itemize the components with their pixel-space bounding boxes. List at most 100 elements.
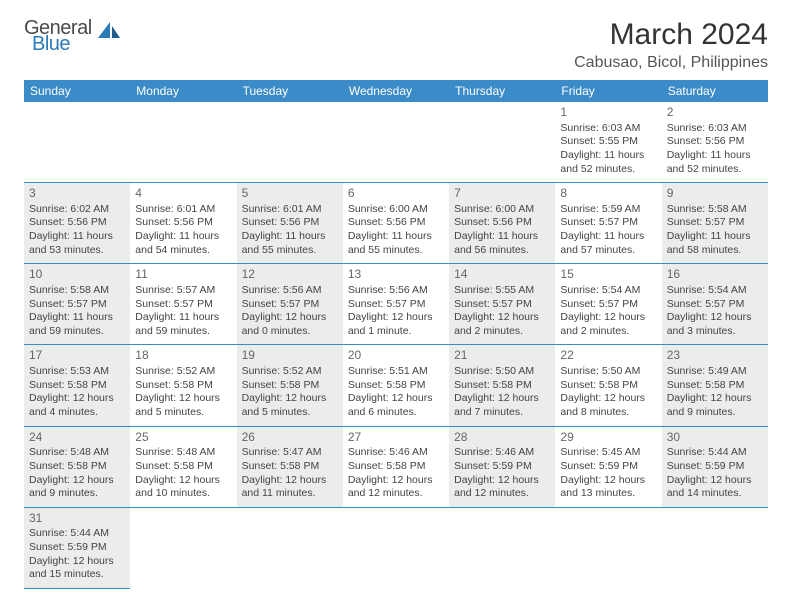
daylight-line: Daylight: 11 hours and 57 minutes. (560, 230, 656, 257)
sunset-line: Sunset: 5:59 PM (454, 460, 550, 474)
weekday-header: Wednesday (343, 80, 449, 102)
calendar-blank-cell (343, 102, 449, 183)
sunrise-line: Sunrise: 5:52 AM (135, 365, 231, 379)
sunrise-line: Sunrise: 6:01 AM (135, 203, 231, 217)
sunrise-line: Sunrise: 5:44 AM (29, 527, 125, 541)
daylight-line: Daylight: 12 hours and 15 minutes. (29, 555, 125, 582)
sunrise-line: Sunrise: 5:52 AM (242, 365, 338, 379)
sunrise-line: Sunrise: 5:55 AM (454, 284, 550, 298)
daylight-line: Daylight: 12 hours and 9 minutes. (29, 474, 125, 501)
daylight-line: Daylight: 12 hours and 10 minutes. (135, 474, 231, 501)
sunrise-line: Sunrise: 5:46 AM (454, 446, 550, 460)
day-number: 18 (135, 348, 231, 364)
calendar-day-cell: 7Sunrise: 6:00 AMSunset: 5:56 PMDaylight… (449, 183, 555, 264)
calendar-day-cell: 25Sunrise: 5:48 AMSunset: 5:58 PMDayligh… (130, 426, 236, 507)
daylight-line: Daylight: 12 hours and 0 minutes. (242, 311, 338, 338)
sunset-line: Sunset: 5:59 PM (29, 541, 125, 555)
calendar-week-row: 1Sunrise: 6:03 AMSunset: 5:55 PMDaylight… (24, 102, 768, 183)
daylight-line: Daylight: 11 hours and 59 minutes. (135, 311, 231, 338)
sunset-line: Sunset: 5:57 PM (667, 298, 763, 312)
sunset-line: Sunset: 5:58 PM (135, 379, 231, 393)
sunset-line: Sunset: 5:58 PM (348, 379, 444, 393)
logo-word-blue: Blue (32, 34, 92, 54)
calendar-blank-cell (449, 507, 555, 588)
sunrise-line: Sunrise: 5:54 AM (560, 284, 656, 298)
calendar-week-row: 24Sunrise: 5:48 AMSunset: 5:58 PMDayligh… (24, 426, 768, 507)
sunrise-line: Sunrise: 5:50 AM (454, 365, 550, 379)
sunrise-line: Sunrise: 5:54 AM (667, 284, 763, 298)
weekday-header: Sunday (24, 80, 130, 102)
calendar-blank-cell (662, 507, 768, 588)
sunrise-line: Sunrise: 6:00 AM (348, 203, 444, 217)
daylight-line: Daylight: 12 hours and 2 minutes. (560, 311, 656, 338)
calendar-day-cell: 24Sunrise: 5:48 AMSunset: 5:58 PMDayligh… (24, 426, 130, 507)
calendar-table: SundayMondayTuesdayWednesdayThursdayFrid… (24, 80, 768, 589)
sunset-line: Sunset: 5:57 PM (560, 298, 656, 312)
sunset-line: Sunset: 5:58 PM (29, 379, 125, 393)
sunrise-line: Sunrise: 5:58 AM (29, 284, 125, 298)
day-number: 14 (454, 267, 550, 283)
calendar-day-cell: 4Sunrise: 6:01 AMSunset: 5:56 PMDaylight… (130, 183, 236, 264)
daylight-line: Daylight: 12 hours and 5 minutes. (242, 392, 338, 419)
calendar-day-cell: 10Sunrise: 5:58 AMSunset: 5:57 PMDayligh… (24, 264, 130, 345)
calendar-day-cell: 20Sunrise: 5:51 AMSunset: 5:58 PMDayligh… (343, 345, 449, 426)
day-number: 17 (29, 348, 125, 364)
daylight-line: Daylight: 12 hours and 14 minutes. (667, 474, 763, 501)
weekday-header: Saturday (662, 80, 768, 102)
sunrise-line: Sunrise: 5:57 AM (135, 284, 231, 298)
daylight-line: Daylight: 12 hours and 4 minutes. (29, 392, 125, 419)
daylight-line: Daylight: 12 hours and 7 minutes. (454, 392, 550, 419)
daylight-line: Daylight: 12 hours and 5 minutes. (135, 392, 231, 419)
sunset-line: Sunset: 5:57 PM (667, 216, 763, 230)
day-number: 23 (667, 348, 763, 364)
sunrise-line: Sunrise: 5:50 AM (560, 365, 656, 379)
daylight-line: Daylight: 11 hours and 52 minutes. (560, 149, 656, 176)
day-number: 30 (667, 430, 763, 446)
day-number: 29 (560, 430, 656, 446)
sunset-line: Sunset: 5:58 PM (348, 460, 444, 474)
sunrise-line: Sunrise: 5:48 AM (29, 446, 125, 460)
calendar-day-cell: 9Sunrise: 5:58 AMSunset: 5:57 PMDaylight… (662, 183, 768, 264)
calendar-blank-cell (130, 507, 236, 588)
calendar-day-cell: 28Sunrise: 5:46 AMSunset: 5:59 PMDayligh… (449, 426, 555, 507)
sunrise-line: Sunrise: 5:59 AM (560, 203, 656, 217)
calendar-day-cell: 29Sunrise: 5:45 AMSunset: 5:59 PMDayligh… (555, 426, 661, 507)
daylight-line: Daylight: 11 hours and 53 minutes. (29, 230, 125, 257)
sunrise-line: Sunrise: 6:03 AM (667, 122, 763, 136)
sail-icon (96, 20, 122, 42)
calendar-blank-cell (237, 507, 343, 588)
calendar-day-cell: 12Sunrise: 5:56 AMSunset: 5:57 PMDayligh… (237, 264, 343, 345)
calendar-header-row: SundayMondayTuesdayWednesdayThursdayFrid… (24, 80, 768, 102)
calendar-day-cell: 19Sunrise: 5:52 AMSunset: 5:58 PMDayligh… (237, 345, 343, 426)
daylight-line: Daylight: 11 hours and 55 minutes. (348, 230, 444, 257)
header: General Blue March 2024 Cabusao, Bicol, … (24, 18, 768, 72)
calendar-day-cell: 2Sunrise: 6:03 AMSunset: 5:56 PMDaylight… (662, 102, 768, 183)
day-number: 26 (242, 430, 338, 446)
calendar-day-cell: 5Sunrise: 6:01 AMSunset: 5:56 PMDaylight… (237, 183, 343, 264)
calendar-week-row: 17Sunrise: 5:53 AMSunset: 5:58 PMDayligh… (24, 345, 768, 426)
sunrise-line: Sunrise: 5:51 AM (348, 365, 444, 379)
calendar-day-cell: 18Sunrise: 5:52 AMSunset: 5:58 PMDayligh… (130, 345, 236, 426)
calendar-body: 1Sunrise: 6:03 AMSunset: 5:55 PMDaylight… (24, 102, 768, 588)
sunset-line: Sunset: 5:58 PM (135, 460, 231, 474)
sunset-line: Sunset: 5:57 PM (560, 216, 656, 230)
sunset-line: Sunset: 5:58 PM (667, 379, 763, 393)
calendar-day-cell: 21Sunrise: 5:50 AMSunset: 5:58 PMDayligh… (449, 345, 555, 426)
sunset-line: Sunset: 5:58 PM (242, 379, 338, 393)
sunset-line: Sunset: 5:57 PM (454, 298, 550, 312)
calendar-day-cell: 17Sunrise: 5:53 AMSunset: 5:58 PMDayligh… (24, 345, 130, 426)
day-number: 31 (29, 511, 125, 527)
day-number: 6 (348, 186, 444, 202)
day-number: 4 (135, 186, 231, 202)
sunset-line: Sunset: 5:57 PM (135, 298, 231, 312)
calendar-day-cell: 6Sunrise: 6:00 AMSunset: 5:56 PMDaylight… (343, 183, 449, 264)
sunrise-line: Sunrise: 5:47 AM (242, 446, 338, 460)
daylight-line: Daylight: 12 hours and 6 minutes. (348, 392, 444, 419)
sunset-line: Sunset: 5:56 PM (667, 135, 763, 149)
sunset-line: Sunset: 5:58 PM (242, 460, 338, 474)
daylight-line: Daylight: 11 hours and 52 minutes. (667, 149, 763, 176)
sunrise-line: Sunrise: 5:56 AM (242, 284, 338, 298)
day-number: 5 (242, 186, 338, 202)
sunset-line: Sunset: 5:56 PM (348, 216, 444, 230)
sunrise-line: Sunrise: 5:46 AM (348, 446, 444, 460)
